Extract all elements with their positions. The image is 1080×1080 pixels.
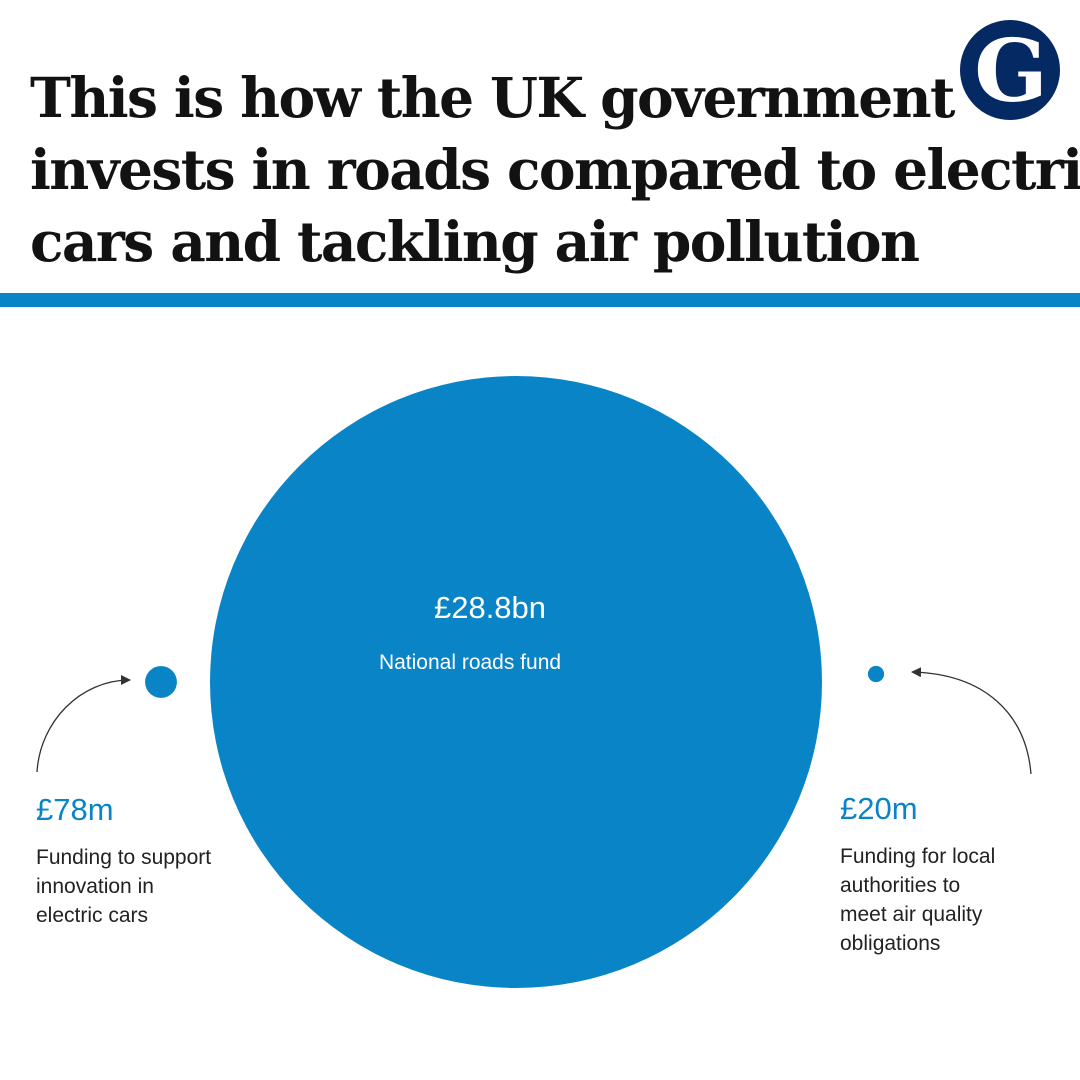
category-label-air-1: Funding for local xyxy=(840,845,995,868)
category-label-ev-2: innovation in xyxy=(36,875,154,898)
arrow-air xyxy=(911,667,1032,775)
chart-title: This is how the UK government invests in… xyxy=(30,62,1080,278)
divider-rule xyxy=(0,293,1080,307)
bubble-ev xyxy=(145,666,177,698)
arrow-ev xyxy=(36,675,131,773)
category-label-air-4: obligations xyxy=(840,932,940,955)
title-line-3: cars and tackling air pollution xyxy=(30,209,920,274)
bubble-air xyxy=(867,665,885,683)
category-label-roads-1: National roads fund xyxy=(379,651,561,674)
title-line-1: This is how the UK government xyxy=(30,65,955,130)
guardian-g-logo-icon: G xyxy=(960,20,1060,120)
category-label-air-3: meet air quality xyxy=(840,903,983,926)
logo-letter: G xyxy=(974,21,1047,120)
value-label-roads: £28.8bn xyxy=(434,590,546,625)
category-label-ev-1: Funding to support xyxy=(36,846,211,869)
title-line-2: invests in roads compared to electric xyxy=(30,137,1080,202)
category-label-ev-3: electric cars xyxy=(36,904,148,927)
value-label-air: £20m xyxy=(840,791,918,826)
logo-circle xyxy=(960,20,1060,120)
category-label-air-2: authorities to xyxy=(840,874,960,897)
value-label-ev: £78m xyxy=(36,792,114,827)
bubble-roads xyxy=(210,376,822,988)
